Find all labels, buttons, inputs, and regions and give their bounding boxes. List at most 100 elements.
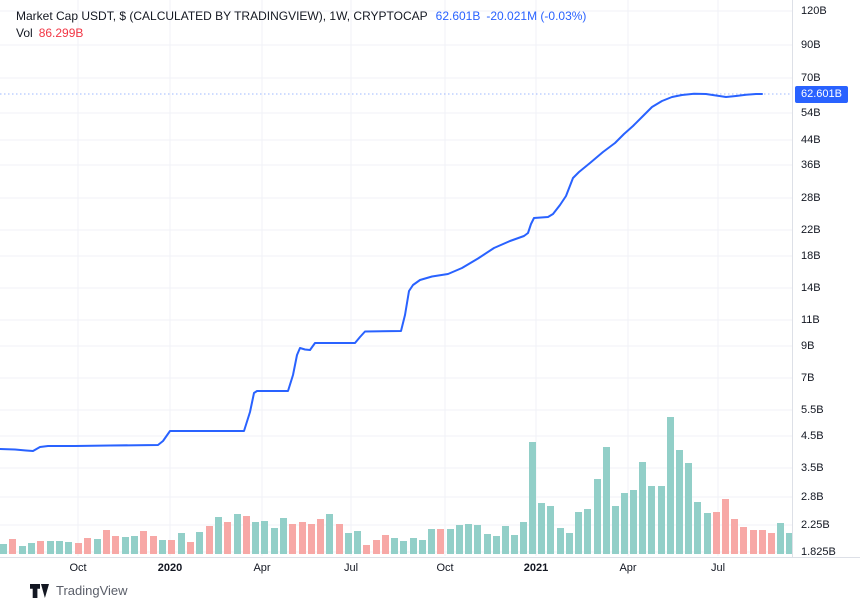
- volume-bar: [131, 536, 138, 554]
- volume-bar: [465, 524, 472, 554]
- volume-bar: [704, 513, 711, 554]
- volume-bar: [363, 545, 370, 554]
- volume-bar: [37, 541, 44, 554]
- price-axis-label: 7B: [801, 372, 815, 384]
- volume-bar: [621, 493, 628, 554]
- volume-bar: [299, 522, 306, 554]
- volume-bar: [206, 526, 213, 554]
- volume-bar: [575, 512, 582, 554]
- price-axis-label: 28B: [801, 192, 821, 204]
- volume-bar: [234, 514, 241, 554]
- time-axis-label: 2020: [157, 562, 183, 574]
- symbol-legend[interactable]: Market Cap USDT, $ (CALCULATED BY TRADIN…: [16, 8, 586, 42]
- volume-bar: [47, 541, 54, 554]
- volume-bar: [243, 516, 250, 554]
- volume-bar: [280, 518, 287, 554]
- volume-bar: [777, 523, 784, 554]
- volume-bar: [722, 499, 729, 554]
- volume-bar: [538, 503, 545, 554]
- volume-bar: [557, 528, 564, 554]
- volume-bar: [103, 530, 110, 554]
- volume-bar: [373, 540, 380, 554]
- price-axis-label: 5.5B: [801, 404, 824, 416]
- volume-bar: [354, 531, 361, 554]
- volume-bar: [502, 526, 509, 554]
- volume-bar: [0, 544, 7, 554]
- volume-bar: [520, 522, 527, 554]
- volume-bar: [447, 529, 454, 554]
- last-price-label: 62.601B: [795, 85, 848, 103]
- volume-bar: [215, 517, 222, 554]
- volume-bar: [437, 529, 444, 554]
- volume-bar: [694, 502, 701, 554]
- volume-bar: [400, 541, 407, 554]
- price-axis-label: 18B: [801, 250, 821, 262]
- volume-bar: [112, 536, 119, 554]
- volume-bar: [252, 522, 259, 554]
- market-cap-line: [0, 92, 763, 452]
- volume-bar: [768, 533, 775, 554]
- volume-bar: [382, 535, 389, 554]
- volume-bar: [150, 536, 157, 554]
- volume-bar: [140, 531, 147, 554]
- volume-bar: [750, 530, 757, 554]
- volume-bar: [159, 540, 166, 554]
- volume-bar: [713, 512, 720, 554]
- price-axis-label: 9B: [801, 340, 815, 352]
- volume-bar: [428, 529, 435, 554]
- volume-bar: [410, 538, 417, 554]
- price-axis-label: 2.25B: [801, 519, 830, 531]
- volume-bar: [667, 417, 674, 554]
- price-axis[interactable]: 62.601B 120B 90B 70B 54B 44B 36B 28B 22B 18B 14B 1…: [792, 0, 860, 578]
- volume-bar: [391, 538, 398, 554]
- volume-bar: [731, 519, 738, 554]
- volume-bar: [511, 535, 518, 554]
- price-axis-label: 14B: [801, 282, 821, 294]
- volume-bar: [658, 486, 665, 554]
- volume-bar: [224, 522, 231, 554]
- price-axis-label: 44B: [801, 134, 821, 146]
- volume-bar: [84, 538, 91, 554]
- volume-bar: [168, 540, 175, 554]
- volume-bar: [419, 540, 426, 554]
- volume-bar: [122, 537, 129, 554]
- volume-indicator-label[interactable]: Vol: [16, 26, 33, 40]
- volume-bar: [484, 534, 491, 554]
- volume-bar: [336, 524, 343, 554]
- price-chart-pane[interactable]: [0, 0, 792, 557]
- price-axis-label: 4.5B: [801, 430, 824, 442]
- volume-bar: [759, 530, 766, 554]
- volume-bar: [289, 524, 296, 554]
- tradingview-logo[interactable]: TradingView: [30, 583, 128, 598]
- price-axis-label: 22B: [801, 224, 821, 236]
- tradingview-logo-icon: [30, 583, 49, 598]
- tradingview-logo-text: TradingView: [56, 583, 128, 598]
- time-axis-label: Oct: [436, 562, 454, 574]
- volume-bar: [196, 532, 203, 554]
- volume-bar: [612, 506, 619, 554]
- volume-bar: [566, 533, 573, 554]
- time-axis-label: 2021: [523, 562, 549, 574]
- volume-bar: [261, 521, 268, 554]
- time-axis-label: Apr: [619, 562, 637, 574]
- time-axis-label: Oct: [69, 562, 87, 574]
- volume-bar: [317, 519, 324, 554]
- change-value: -20.021M (-0.03%): [486, 9, 587, 23]
- volume-bar: [630, 490, 637, 554]
- volume-bar: [474, 525, 481, 554]
- volume-bar: [639, 462, 646, 554]
- volume-bar: [9, 539, 16, 554]
- symbol-title[interactable]: Market Cap USDT, $ (CALCULATED BY TRADIN…: [16, 9, 428, 23]
- volume-value: 86.299B: [38, 26, 84, 40]
- volume-bar: [786, 533, 792, 554]
- volume-bar: [65, 542, 72, 554]
- time-axis-label: Jul: [710, 562, 726, 574]
- volume-bar: [187, 542, 194, 554]
- last-value: 62.601B: [435, 9, 481, 23]
- price-axis-label: 1.825B: [801, 546, 836, 558]
- volume-bar: [345, 533, 352, 554]
- time-axis[interactable]: Oct 2020 Apr Jul Oct 2021 Apr Jul: [0, 557, 860, 580]
- volume-bar: [456, 525, 463, 554]
- price-axis-label: 54B: [801, 107, 821, 119]
